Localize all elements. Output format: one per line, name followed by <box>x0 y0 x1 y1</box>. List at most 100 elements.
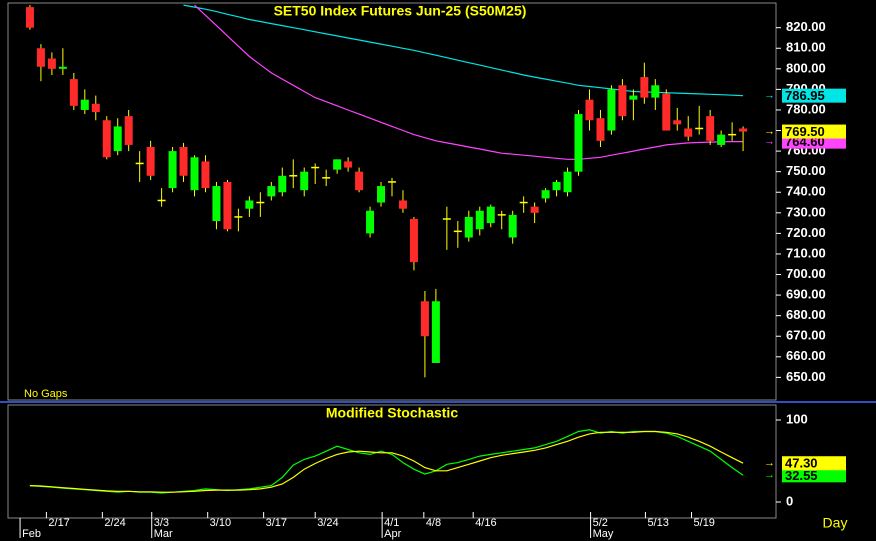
candle-body <box>58 66 67 69</box>
candle-body <box>212 186 221 222</box>
last-value-label: 32.55 <box>785 468 818 483</box>
candle-body <box>508 214 517 238</box>
candle-body <box>662 93 671 131</box>
candle-body <box>300 171 309 191</box>
candle-body <box>409 218 418 263</box>
candle-body <box>651 85 660 98</box>
y-tick-label: 730.00 <box>786 204 826 219</box>
y-tick-label: 810.00 <box>786 40 826 55</box>
candle-body <box>47 58 56 69</box>
candle-body <box>552 181 561 191</box>
candle-body <box>629 95 638 100</box>
candle-body <box>179 146 188 176</box>
last-value-label: 786.95 <box>785 88 825 103</box>
candle-body <box>475 210 484 230</box>
x-tick-label: 3/17 <box>266 517 287 529</box>
candle-body <box>717 134 726 145</box>
candle-body <box>420 301 429 337</box>
y-tick-label: 690.00 <box>786 287 826 302</box>
candle-body <box>113 126 122 152</box>
last-value-box <box>782 124 846 139</box>
moving-average <box>194 4 744 160</box>
candle-body <box>245 200 254 209</box>
stochastic-line <box>29 429 744 494</box>
candle-body <box>168 151 177 189</box>
candle-body <box>223 181 232 230</box>
x-tick-label: 2/24 <box>104 517 125 529</box>
candle-body <box>596 118 605 141</box>
stochastic-line <box>29 430 744 493</box>
candle-body <box>278 175 287 193</box>
last-value-box <box>782 88 846 103</box>
y-tick-label: 100 <box>786 411 808 426</box>
y-tick-label: 650.00 <box>786 369 826 384</box>
x-tick-label: 2/17 <box>48 517 69 529</box>
candle-body <box>366 210 375 234</box>
last-arrow: → <box>764 136 775 148</box>
candle-body <box>355 171 364 191</box>
candle-body <box>398 200 407 209</box>
x-tick-label: 4/8 <box>426 517 441 529</box>
candle-body <box>706 116 715 141</box>
y-tick-label: 740.00 <box>786 184 826 199</box>
x-tick-label: 4/16 <box>475 517 496 529</box>
y-tick-label: 820.00 <box>786 19 826 34</box>
x-tick-label: 5/19 <box>694 517 715 529</box>
stochastic-title: Modified Stochastic <box>326 405 458 421</box>
candle-body <box>673 120 682 125</box>
candle-body <box>102 120 111 158</box>
last-value-box <box>782 468 846 483</box>
candle-body <box>124 116 133 145</box>
y-tick-label: 780.00 <box>786 101 826 116</box>
candle-body <box>36 48 45 67</box>
last-arrow: → <box>764 469 775 481</box>
month-label: Apr <box>384 528 401 540</box>
last-value-label: 769.50 <box>785 124 825 139</box>
annotation: No Gaps <box>24 388 68 400</box>
candle-body <box>80 99 89 110</box>
candle-body <box>464 216 473 238</box>
candle-body <box>377 186 386 203</box>
x-tick-label: 3/10 <box>210 517 231 529</box>
candle-body <box>333 159 342 170</box>
candle-body <box>607 89 616 131</box>
x-tick-label: 5/13 <box>647 517 668 529</box>
y-tick-label: 660.00 <box>786 348 826 363</box>
x-tick-label: 4/1 <box>384 517 399 529</box>
candle-body <box>640 77 649 98</box>
month-label: May <box>593 528 614 540</box>
candle-body <box>431 301 440 363</box>
candle-body <box>201 161 210 189</box>
y-tick-label: 800.00 <box>786 60 826 75</box>
last-arrow: → <box>764 125 775 137</box>
x-tick-label: 3/3 <box>154 517 169 529</box>
x-tick-label: 5/2 <box>593 517 608 529</box>
y-tick-label: 700.00 <box>786 266 826 281</box>
x-unit-label: Day <box>823 515 848 531</box>
candle-body <box>69 79 78 106</box>
chart-title: SET50 Index Futures Jun-25 (S50M25) <box>274 3 527 19</box>
month-label: Feb <box>22 528 41 540</box>
moving-average <box>183 4 744 97</box>
candle-body <box>146 146 155 176</box>
last-arrow: → <box>764 90 775 102</box>
stochastic-panel <box>7 404 777 519</box>
last-value-label: 47.30 <box>785 456 818 471</box>
y-tick-label: 720.00 <box>786 225 826 240</box>
y-tick-label: 750.00 <box>786 163 826 178</box>
y-tick-label: 0 <box>786 493 793 508</box>
candle-body <box>563 171 572 193</box>
last-arrow: → <box>764 457 775 469</box>
candle-body <box>486 206 495 224</box>
candle-body <box>684 128 693 137</box>
candle-body <box>344 161 353 168</box>
candle-body <box>267 186 276 197</box>
candle-body <box>739 128 748 132</box>
candle-body <box>574 114 583 172</box>
last-value-box <box>782 456 846 471</box>
candle-body <box>585 99 594 121</box>
candle-body <box>618 85 627 117</box>
candle-body <box>541 190 550 199</box>
candle-body <box>530 206 539 213</box>
